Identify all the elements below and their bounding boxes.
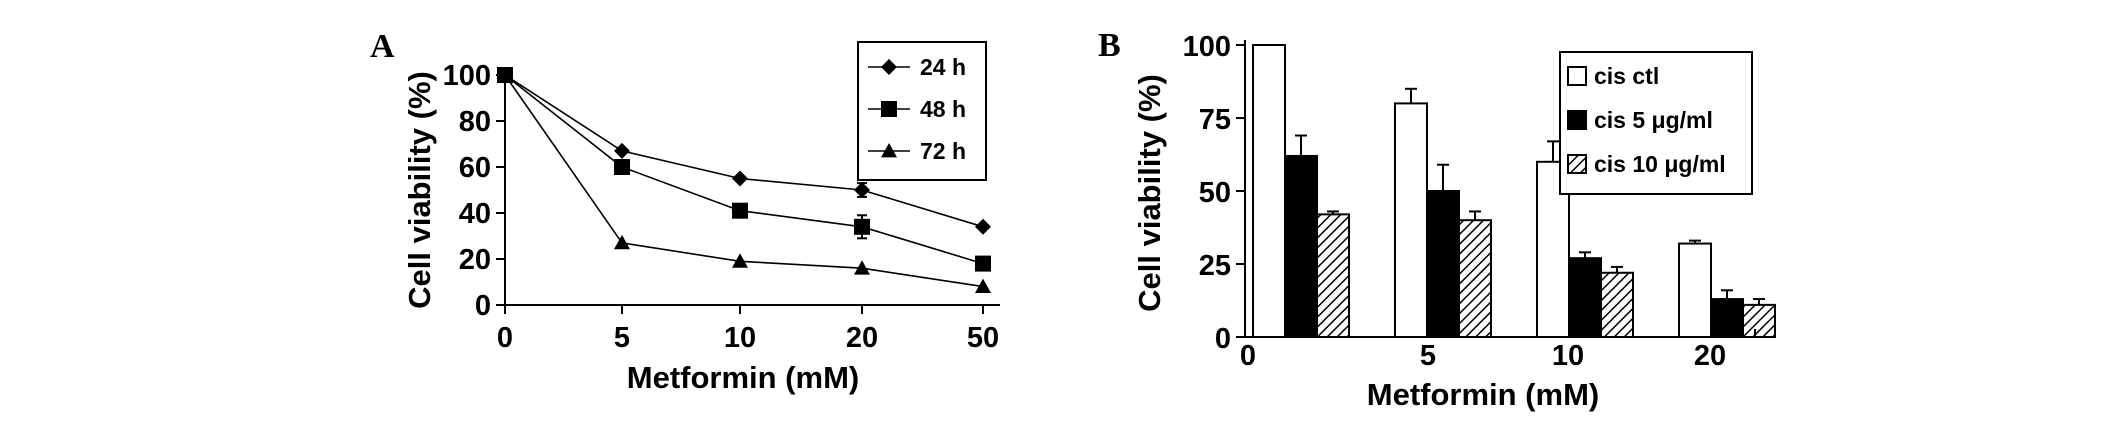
bar-hatched: [1458, 219, 1492, 338]
data-point-triangle: [975, 278, 991, 293]
legend-box: [1559, 51, 1753, 195]
data-point-square: [732, 202, 748, 219]
y-tick-label: 100: [1183, 31, 1231, 63]
bar-hatched: [1742, 303, 1776, 339]
y-tick-label: 80: [459, 106, 491, 138]
bar-black: [1426, 190, 1460, 338]
bar-white: [1252, 44, 1286, 338]
legend-label: 48 h: [920, 96, 966, 122]
y-tick-label: 60: [459, 152, 491, 184]
y-tick-label: 100: [443, 60, 491, 92]
x-tick-label: 20: [846, 322, 878, 354]
bar-black: [1568, 257, 1602, 338]
bar-black: [1710, 298, 1744, 339]
data-point-triangle: [732, 253, 748, 268]
x-tick-label: 0: [1240, 340, 1256, 372]
y-axis-title: Cell viability (%): [1132, 74, 1167, 312]
x-tick-label: 5: [1420, 340, 1436, 372]
bar-white: [1678, 242, 1712, 338]
bar-black: [1284, 154, 1318, 338]
legend-label: cis ctl: [1594, 63, 1659, 89]
x-tick-label: 50: [967, 322, 999, 354]
x-axis-title: Metformin (mM): [1367, 377, 1599, 412]
bar-white: [1394, 102, 1428, 339]
y-tick-label: 0: [1215, 323, 1231, 355]
legend-label: 24 h: [920, 54, 966, 80]
x-tick-label: 10: [1552, 340, 1584, 372]
legend-swatch-black: [1567, 110, 1587, 130]
y-tick-label: 0: [475, 290, 491, 322]
bar-hatched: [1316, 213, 1350, 338]
data-point-square: [614, 159, 630, 175]
y-tick-label: 40: [459, 198, 491, 230]
panel-a-line-chart: A 0 20 40 60 80 100 0 5 10 20 50 Metformin (mM) Cell …: [370, 28, 1000, 395]
data-point-triangle: [854, 260, 870, 275]
legend-label: 72 h: [920, 138, 966, 164]
bar-hatched: [1600, 271, 1634, 339]
panel-label: A: [370, 28, 395, 65]
legend-box: [857, 41, 987, 181]
x-tick-label: 0: [497, 322, 513, 354]
x-tick-label: 20: [1694, 340, 1726, 372]
x-tick-label: 5: [614, 322, 630, 354]
data-point-square: [975, 255, 991, 272]
panel-label: B: [1098, 27, 1121, 64]
panel-b-bar-chart: B 0 25 50 75 100 0 5 10 20 Metformin (mM) Cell viab…: [1098, 27, 1776, 412]
y-tick-label: 50: [1199, 177, 1231, 209]
data-point-triangle: [614, 234, 630, 250]
data-point-diamond: [975, 218, 991, 235]
legend-swatch-hatched: [1567, 154, 1587, 174]
data-point-square: [854, 218, 870, 235]
y-axis-title: Cell viability (%): [402, 71, 437, 309]
y-tick-label: 75: [1199, 104, 1231, 136]
legend-marker-diamond: [881, 59, 897, 75]
legend-swatch-white: [1567, 66, 1587, 86]
x-tick-label: 10: [724, 322, 756, 354]
legend-label: cis 5 μg/ml: [1594, 107, 1713, 133]
data-point-diamond: [614, 142, 630, 159]
legend-marker-triangle: [881, 143, 897, 158]
y-tick-label: 20: [459, 244, 491, 276]
x-axis-title: Metformin (mM): [627, 360, 859, 395]
legend-marker-square: [881, 101, 897, 117]
data-point-diamond: [854, 182, 870, 198]
data-point-diamond: [732, 170, 748, 187]
y-tick-label: 25: [1199, 250, 1231, 282]
legend-label: cis 10 μg/ml: [1594, 151, 1726, 177]
data-point-triangle: [497, 67, 513, 82]
